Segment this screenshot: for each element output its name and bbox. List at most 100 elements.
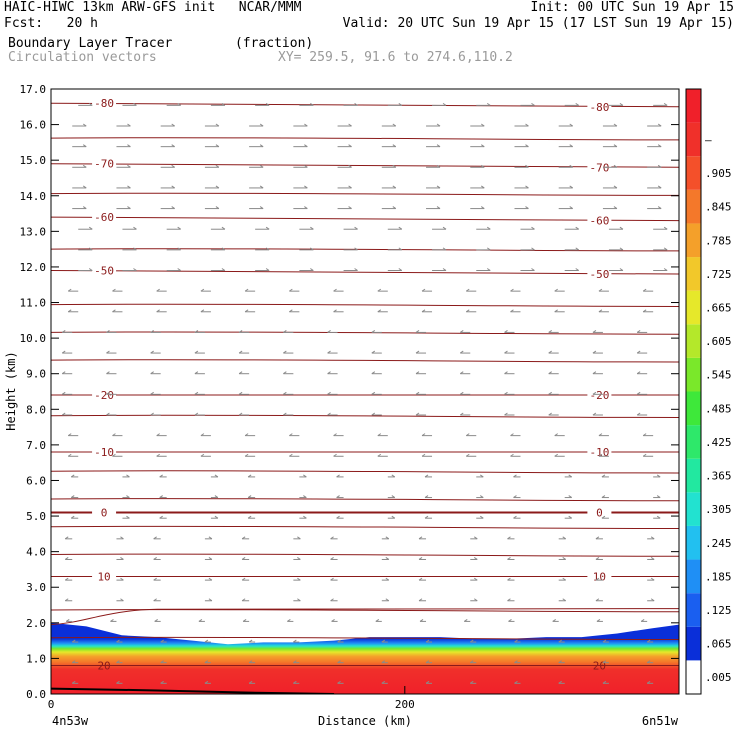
vector-arrow	[426, 206, 441, 210]
vector-arrow	[653, 102, 668, 106]
y-tick-label: 11.0	[20, 297, 47, 310]
vector-arrow	[504, 391, 515, 395]
vector-arrow	[78, 226, 93, 230]
vector-arrow	[554, 309, 565, 313]
vector-arrow	[415, 330, 427, 333]
vector-arrow	[459, 330, 471, 333]
temperature-contour	[51, 102, 679, 108]
vector-arrow	[116, 206, 131, 210]
colorbar-swatch	[686, 357, 701, 392]
vector-arrow	[78, 102, 93, 106]
vector-arrow	[112, 309, 123, 313]
vector-arrow	[160, 639, 167, 643]
header-xy-range: XY= 259.5, 91.6 to 274.6,110.2	[278, 50, 513, 65]
vector-arrow	[647, 577, 655, 581]
vector-arrow	[330, 557, 338, 560]
colorbar-label: .185	[705, 570, 732, 583]
vector-arrow	[244, 453, 256, 457]
vector-arrow	[70, 474, 79, 478]
vector-arrow	[70, 495, 79, 499]
vector-arrow	[116, 639, 123, 643]
colorbar-swatch	[686, 593, 701, 627]
vector-arrow	[106, 391, 117, 395]
vector-arrow	[387, 247, 403, 251]
vector-arrow	[558, 598, 566, 602]
vector-arrow	[333, 309, 344, 313]
vector-arrow	[463, 618, 471, 622]
vector-arrow	[204, 577, 213, 581]
vector-arrow	[647, 557, 655, 560]
vector-arrow	[64, 577, 73, 581]
vector-arrow	[387, 102, 403, 106]
vector-arrow	[327, 330, 338, 333]
vector-arrow	[564, 474, 572, 478]
vector-arrow	[293, 206, 308, 210]
vector-arrow	[200, 309, 211, 313]
vector-arrow	[598, 309, 609, 313]
vector-arrow	[238, 391, 250, 395]
vector-arrow	[336, 515, 344, 519]
vector-arrow	[424, 495, 433, 499]
vector-arrow	[558, 639, 565, 643]
colorbar-label: .005	[705, 671, 732, 684]
vector-arrow	[470, 577, 478, 581]
vector-arrow	[154, 618, 161, 622]
vector-arrow	[122, 268, 137, 271]
vector-arrow	[419, 618, 427, 622]
vector-arrow	[513, 474, 521, 478]
vector-arrow	[415, 412, 427, 416]
vector-arrow	[426, 123, 441, 127]
vector-arrow	[116, 598, 124, 602]
vector-arrow	[210, 247, 226, 251]
vector-arrow	[210, 226, 226, 230]
vector-arrow	[381, 206, 397, 210]
temperature-contour-minor	[51, 470, 679, 474]
colorbar-label: .545	[705, 369, 732, 382]
vector-arrow	[520, 268, 535, 271]
vector-arrow	[116, 557, 124, 560]
vector-arrow	[210, 495, 219, 499]
vector-arrow	[653, 495, 661, 499]
vector-arrow	[255, 268, 270, 271]
contour-label: -20	[94, 389, 114, 402]
vector-arrow	[470, 185, 485, 189]
vector-arrow	[160, 185, 175, 189]
vector-arrow	[200, 453, 211, 457]
vector-arrow	[293, 557, 301, 560]
vector-arrow	[647, 598, 655, 602]
vector-arrow	[602, 123, 618, 127]
vector-arrow	[336, 474, 344, 478]
vector-arrow	[72, 123, 87, 127]
vector-arrow	[564, 515, 572, 519]
vector-arrow	[153, 557, 161, 560]
vector-arrow	[558, 557, 566, 560]
vector-arrow	[377, 433, 388, 437]
vector-arrow	[204, 123, 220, 127]
vector-arrow	[507, 598, 515, 602]
vector-arrow	[470, 206, 485, 210]
vector-arrow	[601, 515, 609, 519]
temperature-contour-minor	[51, 497, 679, 502]
vector-arrow	[653, 515, 661, 519]
vector-arrow	[71, 639, 79, 643]
contour-label: -70	[589, 161, 609, 174]
vector-arrow	[61, 391, 73, 395]
colorbar-label: .485	[705, 402, 732, 415]
vector-arrow	[204, 660, 211, 664]
vector-arrow	[646, 680, 654, 684]
vector-arrow	[255, 226, 270, 230]
vector-arrow	[381, 639, 388, 643]
vector-arrow	[249, 164, 264, 168]
vector-arrow	[78, 268, 93, 271]
vector-arrow	[602, 185, 618, 189]
colorbar-label: .665	[705, 302, 732, 315]
vector-arrow	[470, 557, 478, 560]
vector-arrow	[636, 350, 648, 354]
vector-arrow	[116, 185, 131, 189]
vector-arrow	[156, 433, 167, 437]
temperature-contour-minor	[51, 414, 679, 418]
vector-arrow	[465, 288, 477, 292]
vector-arrow	[72, 206, 87, 210]
vector-arrow	[377, 453, 388, 457]
